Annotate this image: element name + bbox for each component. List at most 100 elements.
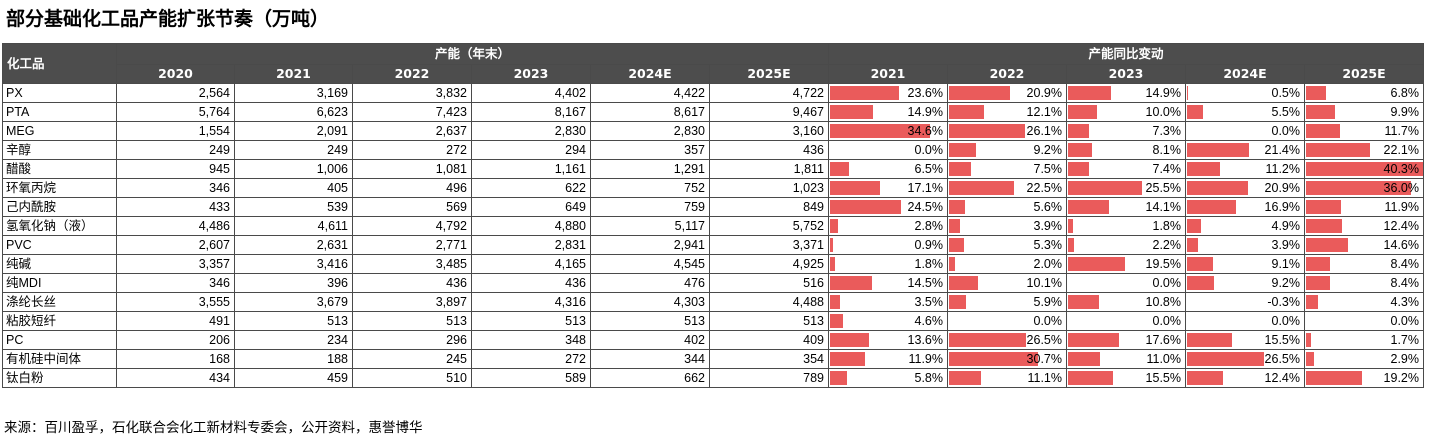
capacity-year-header: 2021: [234, 64, 353, 84]
capacity-cell: 2,830: [590, 121, 710, 141]
change-cell: 22.5%: [947, 178, 1067, 198]
change-bar: [1306, 181, 1411, 195]
capacity-cell: 513: [709, 311, 829, 331]
change-cell: 25.5%: [1066, 178, 1186, 198]
change-value: 5.5%: [1271, 105, 1301, 119]
change-cell: 36.0%: [1304, 178, 1424, 198]
change-value: 0.0%: [1152, 276, 1182, 290]
product-name: PC: [2, 330, 117, 350]
change-bar: [949, 276, 978, 290]
change-cell: 20.9%: [1185, 178, 1305, 198]
change-bar: [1187, 219, 1201, 233]
table-row: MEG 1,554 2,091 2,637 2,830 2,830 3,160 34.6% 26…: [2, 121, 1424, 141]
table-row: 粘胶短纤 491 513 513 513 513 513 4.6% 0.0% 0.0% 0.0% 0.…: [2, 311, 1424, 331]
change-value: 21.4%: [1264, 143, 1300, 157]
product-name: 粘胶短纤: [2, 311, 117, 331]
change-cell: 3.5%: [828, 292, 948, 312]
capacity-cell: 402: [590, 330, 710, 350]
change-value: 12.4%: [1383, 219, 1419, 233]
capacity-cell: 436: [352, 273, 472, 293]
change-cell: 8.1%: [1066, 140, 1186, 160]
change-bar: [949, 238, 964, 252]
capacity-cell: 2,831: [471, 235, 591, 255]
capacity-cell: 2,564: [116, 83, 235, 103]
change-bar: [1068, 333, 1119, 347]
change-cell: 8.4%: [1304, 273, 1424, 293]
change-cell: 5.9%: [947, 292, 1067, 312]
capacity-cell: 296: [352, 330, 472, 350]
change-cell: 11.9%: [1304, 197, 1424, 217]
change-cell: 0.0%: [1185, 311, 1305, 331]
change-value: 9.2%: [1271, 276, 1301, 290]
capacity-cell: 4,611: [234, 216, 353, 236]
change-bar: [1187, 257, 1213, 271]
capacity-cell: 433: [116, 197, 235, 217]
change-cell: 7.5%: [947, 159, 1067, 179]
capacity-cell: 234: [234, 330, 353, 350]
change-bar: [1306, 124, 1340, 138]
capacity-cell: 759: [590, 197, 710, 217]
change-cell: 26.1%: [947, 121, 1067, 141]
capacity-cell: 249: [234, 140, 353, 160]
change-cell: 30.7%: [947, 349, 1067, 369]
change-bar: [830, 105, 873, 119]
change-cell: 34.6%: [828, 121, 948, 141]
change-bar: [830, 276, 872, 290]
capacity-cell: 2,637: [352, 121, 472, 141]
product-name: 氢氧化钠（液）: [2, 216, 117, 236]
capacity-cell: 3,897: [352, 292, 472, 312]
change-bar: [1187, 352, 1264, 366]
capacity-cell: 9,467: [709, 102, 829, 122]
capacity-year-header: 2024E: [590, 64, 710, 84]
change-bar: [949, 219, 960, 233]
change-bar: [1306, 276, 1330, 290]
capacity-cell: 8,167: [471, 102, 591, 122]
capacity-cell: 3,485: [352, 254, 472, 274]
change-cell: 14.5%: [828, 273, 948, 293]
capacity-cell: 346: [116, 273, 235, 293]
capacity-cell: 1,006: [234, 159, 353, 179]
change-bar: [830, 124, 930, 138]
change-value: 12.1%: [1026, 105, 1062, 119]
change-bar: [1068, 200, 1109, 214]
capacity-cell: 2,830: [471, 121, 591, 141]
change-value: 9.1%: [1271, 257, 1301, 271]
change-cell: 2.2%: [1066, 235, 1186, 255]
change-value: 16.9%: [1264, 200, 1300, 214]
change-value: 5.8%: [914, 371, 944, 385]
change-cell: 1.7%: [1304, 330, 1424, 350]
table-row: 有机硅中间体 168 188 245 272 344 354 11.9% 30.7% 11.0% 2…: [2, 349, 1424, 369]
table-row: PTA 5,764 6,623 7,423 8,167 8,617 9,467 14.9% 12…: [2, 102, 1424, 122]
change-bar: [1187, 333, 1232, 347]
product-name: MEG: [2, 121, 117, 141]
change-bar: [1068, 352, 1100, 366]
change-value: 2.2%: [1152, 238, 1182, 252]
change-bar: [830, 371, 847, 385]
capacity-cell: 491: [116, 311, 235, 331]
change-cell: 12.4%: [1185, 368, 1305, 388]
change-bar: [949, 86, 1010, 100]
change-bar: [1187, 143, 1249, 157]
capacity-cell: 4,880: [471, 216, 591, 236]
capacity-cell: 1,023: [709, 178, 829, 198]
capacity-cell: 513: [471, 311, 591, 331]
change-value: 4.6%: [914, 314, 944, 328]
change-bar: [1306, 352, 1314, 366]
capacity-table: 化工品 产能（年末） 产能同比变动 2020 2021 2022 2023 2024E 2…: [2, 43, 1424, 388]
change-cell: 2.9%: [1304, 349, 1424, 369]
change-bar: [830, 181, 880, 195]
change-value: 8.4%: [1390, 276, 1420, 290]
capacity-cell: 6,623: [234, 102, 353, 122]
product-name: 钛白粉: [2, 368, 117, 388]
capacity-cell: 1,081: [352, 159, 472, 179]
change-bar: [830, 314, 843, 328]
product-name: 纯碱: [2, 254, 117, 274]
change-value: 20.9%: [1264, 181, 1300, 195]
capacity-cell: 405: [234, 178, 353, 198]
change-cell: 9.2%: [947, 140, 1067, 160]
change-value: 19.2%: [1383, 371, 1419, 385]
change-value: 26.5%: [1026, 333, 1062, 347]
capacity-cell: 2,631: [234, 235, 353, 255]
change-bar: [949, 371, 981, 385]
change-cell: 0.0%: [1185, 121, 1305, 141]
